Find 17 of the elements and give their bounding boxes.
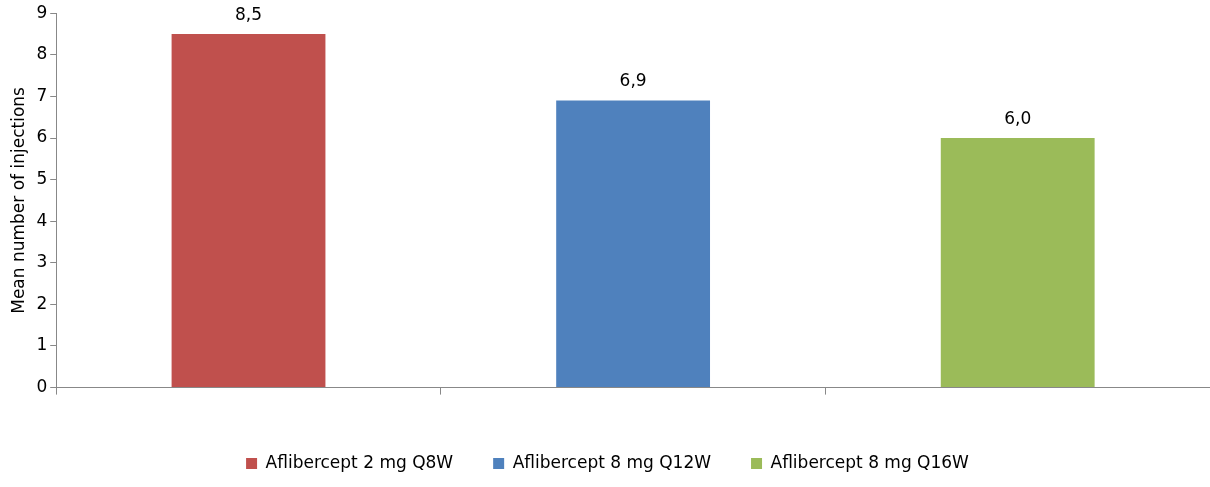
y-tick-label: 1: [36, 334, 48, 355]
y-tick-label: 5: [36, 168, 48, 189]
y-axis-title: Mean number of injections: [7, 86, 28, 314]
y-tick-label: 6: [36, 126, 48, 147]
data-label: 6,0: [1004, 107, 1032, 128]
y-tick-label: 3: [36, 251, 48, 272]
y-tick-label: 2: [36, 292, 48, 313]
legend-label: Aflibercept 8 mg Q16W: [770, 451, 970, 472]
y-tick-label: 0: [36, 376, 48, 397]
legend-label: Aflibercept 2 mg Q8W: [265, 451, 454, 472]
legend-label: Aflibercept 8 mg Q12W: [512, 451, 712, 472]
y-tick-label: 9: [36, 1, 48, 22]
y-tick-label: 7: [36, 84, 48, 105]
y-tick-label: 8: [36, 43, 48, 64]
y-tick-label: 4: [36, 209, 48, 230]
data-label: 6,9: [619, 70, 647, 91]
data-label: 8,5: [234, 3, 263, 24]
